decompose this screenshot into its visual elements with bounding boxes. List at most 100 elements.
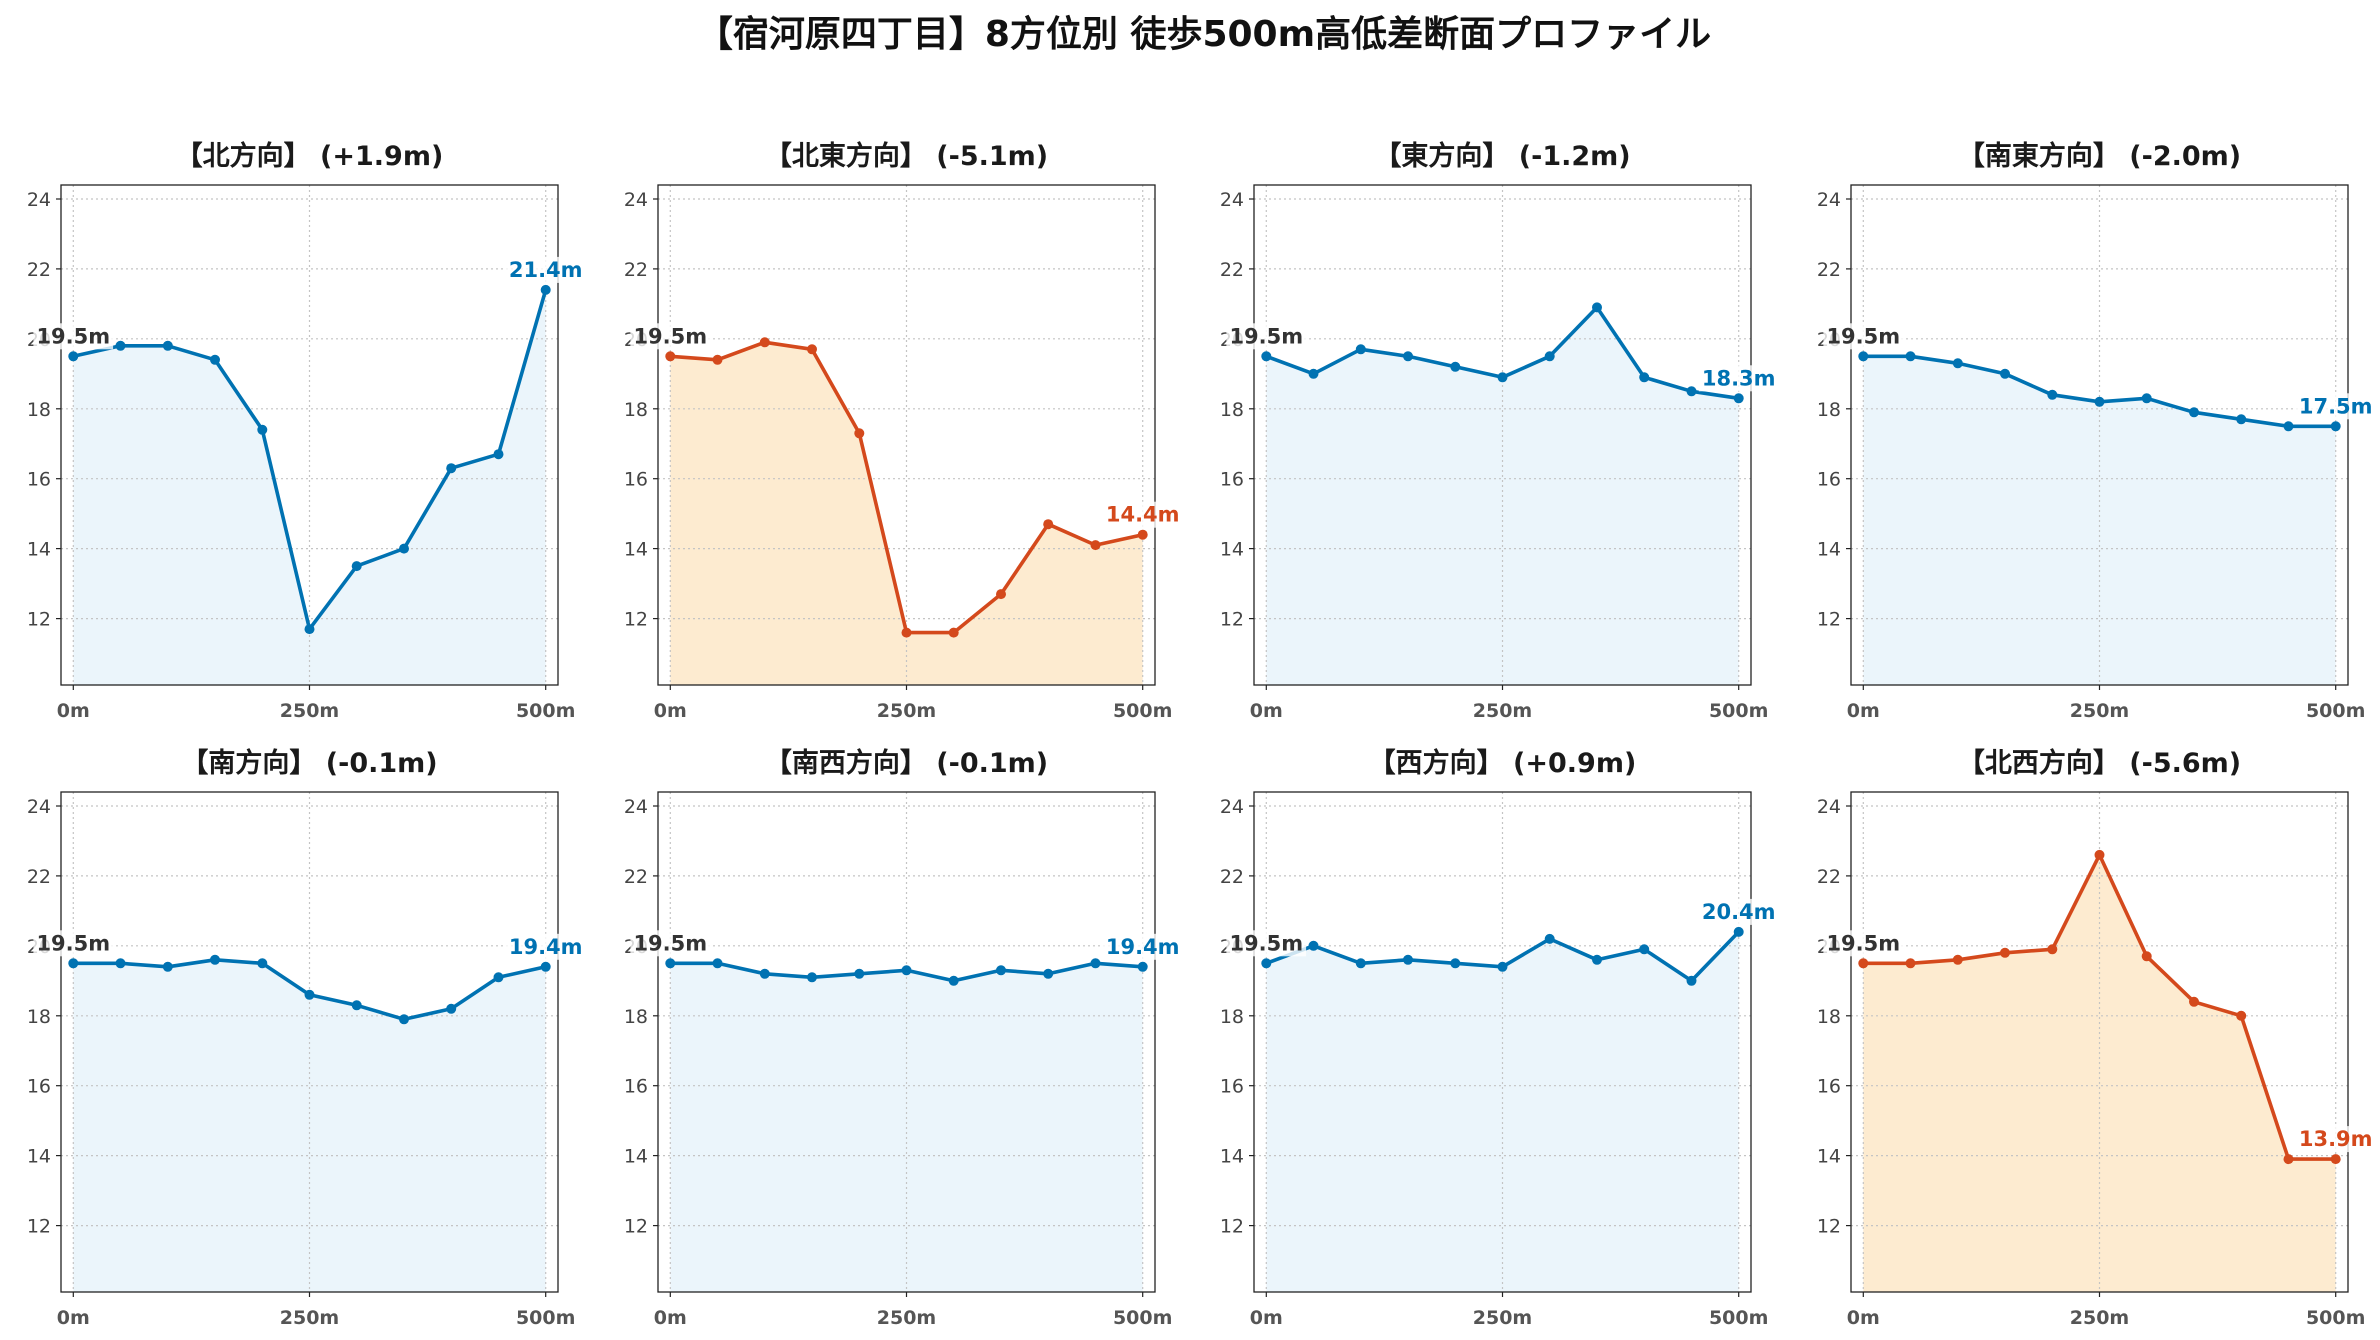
x-tick-label: 250m xyxy=(877,1307,936,1329)
x-tick-label: 500m xyxy=(516,700,575,722)
x-tick-label: 500m xyxy=(2306,1307,2365,1329)
elevation-profile-panel: 121416182022240m250m500m【南西方向】 (-0.1m)19… xyxy=(624,747,1183,1329)
x-tick-label: 0m xyxy=(57,700,90,722)
chart-title: 【南東方向】 (-2.0m) xyxy=(1958,140,2241,172)
profile-point xyxy=(2000,368,2010,379)
end-elevation-label-background xyxy=(2295,393,2376,420)
profile-point xyxy=(948,627,959,638)
y-tick-label: 18 xyxy=(27,399,51,421)
y-tick-label: 16 xyxy=(1817,1076,1841,1098)
profile-point xyxy=(540,961,551,972)
y-tick-label: 14 xyxy=(1817,539,1841,561)
start-elevation-label: 19.5m xyxy=(1229,324,1303,348)
profile-point xyxy=(712,958,723,969)
profile-point xyxy=(1686,386,1697,397)
elevation-profile-panel: 121416182022240m250m500m【北方向】 (+1.9m)19.… xyxy=(27,140,586,722)
profile-point xyxy=(1858,351,1869,362)
end-elevation-label: 17.5m xyxy=(2299,394,2373,418)
start-elevation-label-background xyxy=(1823,323,1904,350)
x-tick-label: 250m xyxy=(1473,1307,1532,1329)
elevation-profile-panel: 121416182022240m250m500m【南東方向】 (-2.0m)19… xyxy=(1817,140,2376,722)
profile-point xyxy=(759,337,770,348)
profile-point xyxy=(1308,368,1319,379)
profile-point xyxy=(351,1000,362,1011)
profile-point xyxy=(1952,954,1963,965)
y-tick-label: 12 xyxy=(27,609,51,631)
start-elevation-label: 19.5m xyxy=(633,324,707,348)
y-tick-label: 14 xyxy=(1817,1146,1841,1168)
x-tick-label: 250m xyxy=(877,700,936,722)
profile-point xyxy=(1090,958,1101,969)
chart-title: 【北方向】 (+1.9m) xyxy=(176,140,444,172)
profile-point xyxy=(1952,358,1963,369)
chart-title: 【北東方向】 (-5.1m) xyxy=(765,140,1048,172)
start-elevation-label: 19.5m xyxy=(36,931,110,955)
profile-point xyxy=(2330,1154,2341,1165)
start-elevation-label-background xyxy=(1226,930,1307,957)
end-elevation-label: 19.4m xyxy=(509,935,583,959)
y-tick-label: 14 xyxy=(624,1146,648,1168)
profile-point xyxy=(162,961,173,972)
x-tick-label: 0m xyxy=(654,1307,687,1329)
start-elevation-label: 19.5m xyxy=(1826,324,1900,348)
profile-point xyxy=(2283,1154,2294,1165)
profile-point xyxy=(1544,351,1555,362)
profile-point xyxy=(1733,393,1744,404)
profile-point xyxy=(1905,351,1916,362)
end-elevation-label-group: 19.4m xyxy=(1102,933,1183,960)
end-elevation-label-group: 13.9m xyxy=(2295,1126,2376,1153)
x-tick-label: 250m xyxy=(280,700,339,722)
y-tick-label: 16 xyxy=(27,469,51,491)
start-elevation-label-background xyxy=(1823,930,1904,957)
x-tick-label: 0m xyxy=(654,700,687,722)
chart-title: 【南方向】 (-0.1m) xyxy=(181,747,437,779)
profile-point xyxy=(493,449,504,460)
end-elevation-label: 14.4m xyxy=(1106,503,1180,527)
profile-point xyxy=(807,344,817,355)
chart-title: 【西方向】 (+0.9m) xyxy=(1369,747,1637,779)
profile-point xyxy=(2047,944,2058,955)
profile-point xyxy=(1497,961,1508,972)
profile-point xyxy=(1137,529,1148,540)
y-tick-label: 12 xyxy=(27,1216,51,1238)
y-tick-label: 18 xyxy=(1220,1006,1244,1028)
x-tick-label: 500m xyxy=(516,1307,575,1329)
y-tick-label: 16 xyxy=(1220,1076,1244,1098)
elevation-profile-panel: 121416182022240m250m500m【北東方向】 (-5.1m)19… xyxy=(624,140,1183,722)
end-elevation-label-background xyxy=(1698,898,1779,925)
profile-point xyxy=(1450,361,1461,372)
end-elevation-label-group: 17.5m xyxy=(2295,393,2376,420)
end-elevation-label-group: 21.4m xyxy=(505,256,586,283)
y-tick-label: 22 xyxy=(1817,866,1841,888)
profile-point xyxy=(2094,849,2105,860)
start-elevation-label-group: 19.5m xyxy=(630,323,711,350)
profile-area-fill xyxy=(73,959,546,1292)
chart-title: 【北西方向】 (-5.6m) xyxy=(1958,747,2241,779)
profile-point xyxy=(2236,1010,2247,1021)
profile-point xyxy=(996,589,1006,600)
end-elevation-label-background xyxy=(2295,1126,2376,1153)
y-tick-label: 16 xyxy=(1220,469,1244,491)
y-tick-label: 24 xyxy=(27,189,51,211)
profile-point xyxy=(399,543,409,554)
profile-point xyxy=(1090,540,1101,551)
y-tick-label: 22 xyxy=(624,866,648,888)
start-elevation-label-group: 19.5m xyxy=(630,930,711,957)
x-tick-label: 0m xyxy=(1250,1307,1283,1329)
profile-area-fill xyxy=(670,342,1143,685)
y-tick-label: 16 xyxy=(1817,469,1841,491)
y-tick-label: 24 xyxy=(1817,189,1841,211)
x-tick-label: 0m xyxy=(1847,1307,1880,1329)
start-elevation-label: 19.5m xyxy=(633,931,707,955)
profile-point xyxy=(1858,958,1869,969)
profile-point xyxy=(1403,351,1413,362)
profile-point xyxy=(1355,344,1366,355)
y-tick-label: 24 xyxy=(624,189,648,211)
y-tick-label: 22 xyxy=(27,866,51,888)
end-elevation-label: 13.9m xyxy=(2299,1127,2373,1151)
profile-area-fill xyxy=(73,289,546,685)
y-tick-label: 18 xyxy=(1817,399,1841,421)
profile-point xyxy=(1261,351,1272,362)
chart-title: 【南西方向】 (-0.1m) xyxy=(765,747,1048,779)
